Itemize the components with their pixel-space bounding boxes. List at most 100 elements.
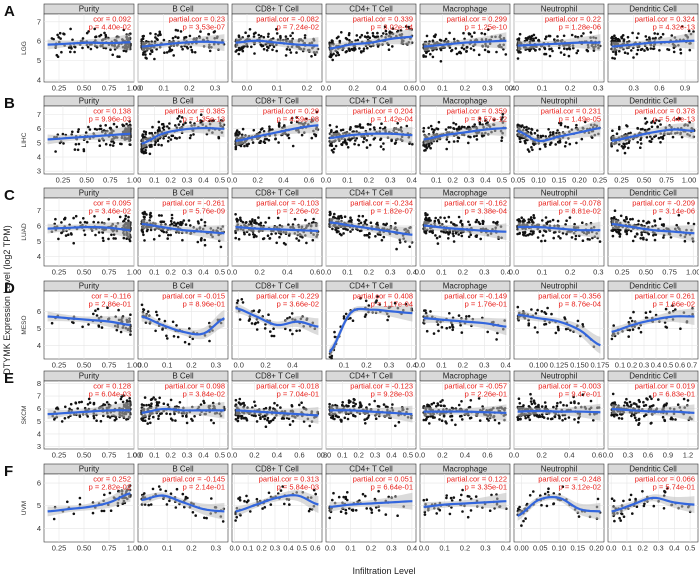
scatter-point [504,53,508,56]
scatter-point [483,48,487,52]
scatter-point [252,32,256,35]
scatter-point [69,402,73,406]
correlation-label: partial.cor = 0.23 [169,15,225,24]
x-tick-label: 0.75 [102,361,117,370]
y-tick-label: 3 [37,167,41,176]
scatter-point [119,330,123,334]
scatter-point [496,220,499,224]
p-value-label: p = 4.59e-08 [277,115,319,124]
scatter-point [436,323,440,326]
x-tick-label: 0.25 [52,451,67,460]
scatter-point [171,418,174,422]
scatter-point [475,138,479,141]
p-value-label: p = 4.40e-02 [89,23,131,32]
scatter-point [262,47,266,51]
correlation-label: partial.cor = 0.385 [165,107,225,116]
panel-strip-label: CD4+ T Cell [349,97,393,106]
scatter-point [518,219,521,223]
scatter-point [447,215,451,219]
p-value-label: p = 9.28e-03 [371,390,413,399]
x-tick-label: 0.0 [321,84,331,93]
scatter-point [88,128,92,131]
scatter-point [340,419,343,422]
scatter-point [129,313,132,317]
scatter-point [104,142,108,146]
scatter-point [141,211,145,215]
scatter-point [291,144,295,148]
x-tick-label: 0.6 [675,361,685,370]
scatter-point [268,125,271,128]
panel-strip-label: Neutrophil [541,5,578,14]
scatter-point [259,416,262,419]
scatter-point [253,219,257,222]
scatter-point [171,36,175,40]
scatter-point [487,419,490,422]
scatter-point [659,123,662,126]
scatter-point [625,124,628,127]
scatter-point [358,47,361,50]
x-tick-label: 0.4 [376,84,386,93]
scatter-point [59,37,62,40]
scatter-point [557,328,560,332]
x-tick-label: 0.2 [354,451,364,460]
x-tick-label: 0.4 [198,176,208,185]
scatter-point [208,49,212,53]
scatter-point [193,51,197,54]
scatter-point [368,232,371,236]
scatter-point [275,27,278,31]
scatter-point [144,53,147,56]
scatter-point [160,214,163,217]
scatter-point [536,331,539,334]
scatter-point [640,233,643,237]
scatter-point [121,400,125,404]
scatter-point [445,147,449,151]
y-tick-label: 4 [37,429,41,438]
x-tick-label: 0.6 [654,84,664,93]
cancer-label: LGG [21,41,28,55]
scatter-point [99,127,103,131]
x-tick-label: 0.1 [162,361,172,370]
scatter-point [153,57,156,61]
scatter-point [639,237,642,240]
scatter-point [563,125,567,128]
scatter-point [203,243,207,247]
cancer-label: MESO [21,315,28,334]
scatter-point [611,56,614,60]
scatter-point [431,231,435,235]
scatter-point [539,134,542,138]
scatter-point [376,31,379,35]
scatter-point [454,123,458,126]
scatter-point [373,399,377,403]
scatter-point [448,31,451,35]
scatter-point [623,142,626,146]
scatter-point [56,55,60,58]
scatter-point [89,47,93,51]
scatter-point [562,34,566,38]
scatter-point [191,419,194,422]
panel-strip-label: B Cell [172,5,194,14]
p-value-label: p = 3.38e-04 [465,207,507,216]
scatter-point [265,49,269,52]
scatter-point [659,136,663,139]
scatter-point [54,217,57,221]
scatter-point [468,32,472,36]
scatter-point [451,232,455,235]
scatter-point [172,335,176,338]
scatter-point [516,38,519,41]
scatter-point [431,55,435,59]
scatter-point [243,232,246,236]
scatter-point [349,216,352,219]
scatter-point [434,234,437,237]
scatter-point [640,47,644,51]
scatter-point [433,128,436,132]
scatter-point [550,312,553,316]
scatter-point [538,229,542,233]
scatter-point [335,230,339,234]
x-tick-label: 0.3 [593,84,603,93]
scatter-point [149,211,152,215]
scatter-point [487,28,490,31]
scatter-point [109,143,112,147]
